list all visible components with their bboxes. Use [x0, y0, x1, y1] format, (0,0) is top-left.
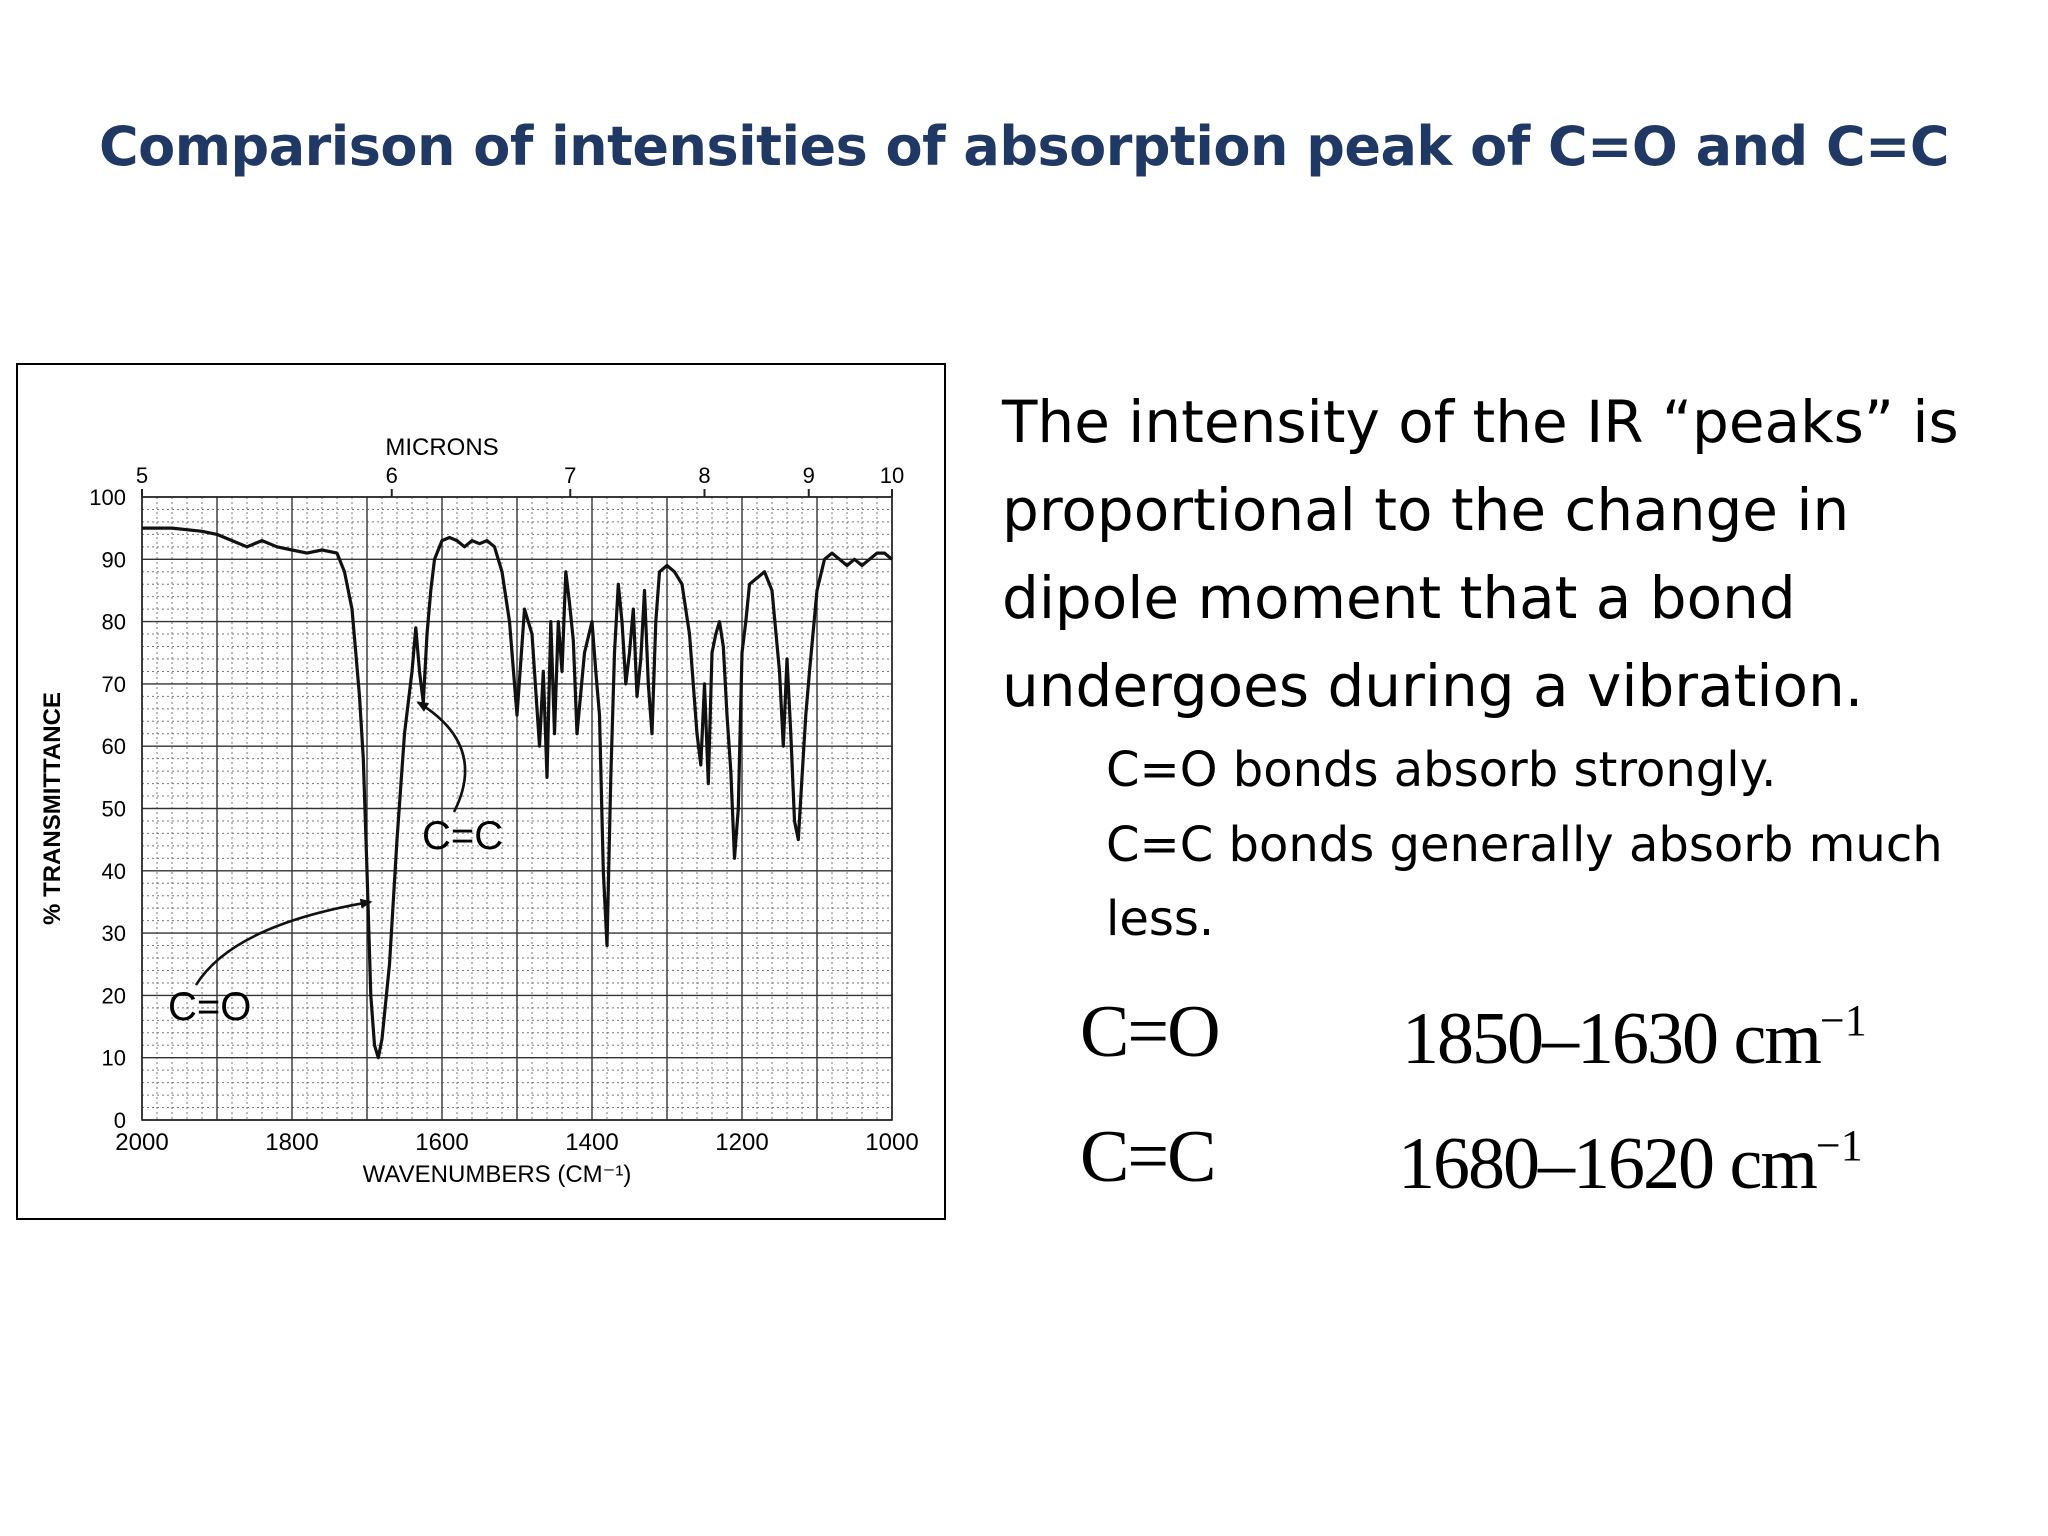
range-co-exponent: −1 — [1819, 996, 1867, 1045]
top-tick-label: 9 — [803, 463, 815, 488]
slide-title: Comparison of intensities of absorption … — [99, 115, 1949, 178]
formula-range-cc: 1680–1620 cm−1 — [1398, 1120, 1863, 1207]
ir-spectrum-chart: 0 10 20 30 40 50 60 70 80 90 100 2000 1800 1600 1400 12… — [16, 363, 946, 1220]
chart-axes: 0 10 20 30 40 50 60 70 80 90 100 2000 1800 1600 1400 12… — [39, 434, 919, 1188]
chart-series — [142, 526, 894, 1060]
range-cc-text: 1680–1620 cm — [1398, 1123, 1818, 1205]
annotation-cc-arrow — [416, 701, 467, 813]
x-tick-label: 1000 — [865, 1129, 918, 1156]
y-tick-label: 10 — [102, 1046, 126, 1071]
top-tick-label: 8 — [698, 463, 710, 488]
plot-border — [141, 496, 893, 1121]
y-tick-label: 0 — [114, 1108, 126, 1133]
x-tick-label: 1800 — [265, 1129, 318, 1156]
x-tick-label: 2000 — [115, 1129, 168, 1156]
range-co-text: 1850–1630 cm — [1402, 998, 1822, 1080]
chart-annotations: C=O C=C — [168, 701, 503, 1029]
y-tick-label: 50 — [102, 797, 126, 822]
formula-bond-co: C=O — [1080, 991, 1221, 1073]
annotation-cc-label: C=C — [422, 814, 503, 858]
y-tick-label: 60 — [102, 734, 126, 759]
y-tick-label: 90 — [102, 547, 126, 572]
range-cc-exponent: −1 — [1815, 1121, 1863, 1170]
spectrum-line — [142, 526, 894, 1060]
top-tick-label: 7 — [564, 463, 576, 488]
chart-grid — [141, 496, 893, 1121]
formula-range-co: 1850–1630 cm−1 — [1402, 995, 1867, 1082]
y-tick-label: 30 — [102, 921, 126, 946]
y-tick-label: 20 — [102, 983, 126, 1008]
y-axis-title: % TRANSMITTANCE — [39, 692, 66, 925]
annotation-co-arrow — [194, 898, 373, 986]
x-tick-label: 1400 — [565, 1129, 618, 1156]
y-tick-label: 40 — [102, 859, 126, 884]
x-tick-label: 1600 — [415, 1129, 468, 1156]
top-tick-label: 6 — [386, 463, 398, 488]
ir-spectrum-svg: 0 10 20 30 40 50 60 70 80 90 100 2000 1800 1600 1400 12… — [39, 434, 919, 1188]
body-text: The intensity of the IR “peaks” is propo… — [1002, 388, 1959, 720]
bullet-co-strong: C=O bonds absorb strongly. — [1106, 742, 1777, 798]
x-axis-title: WAVENUMBERS (CM⁻¹) — [363, 1161, 632, 1188]
bullet-cc-less: C=C bonds generally absorb much less. — [1106, 817, 1943, 947]
x-tick-label: 1200 — [715, 1129, 768, 1156]
top-tick-label: 10 — [880, 463, 904, 488]
y-tick-label: 80 — [102, 610, 126, 635]
top-axis-title: MICRONS — [385, 434, 498, 461]
y-tick-label: 100 — [89, 485, 126, 510]
annotation-co-label: C=O — [168, 985, 251, 1029]
y-tick-label: 70 — [102, 672, 126, 697]
formula-bond-cc: C=C — [1080, 1116, 1216, 1198]
top-tick-label: 5 — [136, 463, 148, 488]
